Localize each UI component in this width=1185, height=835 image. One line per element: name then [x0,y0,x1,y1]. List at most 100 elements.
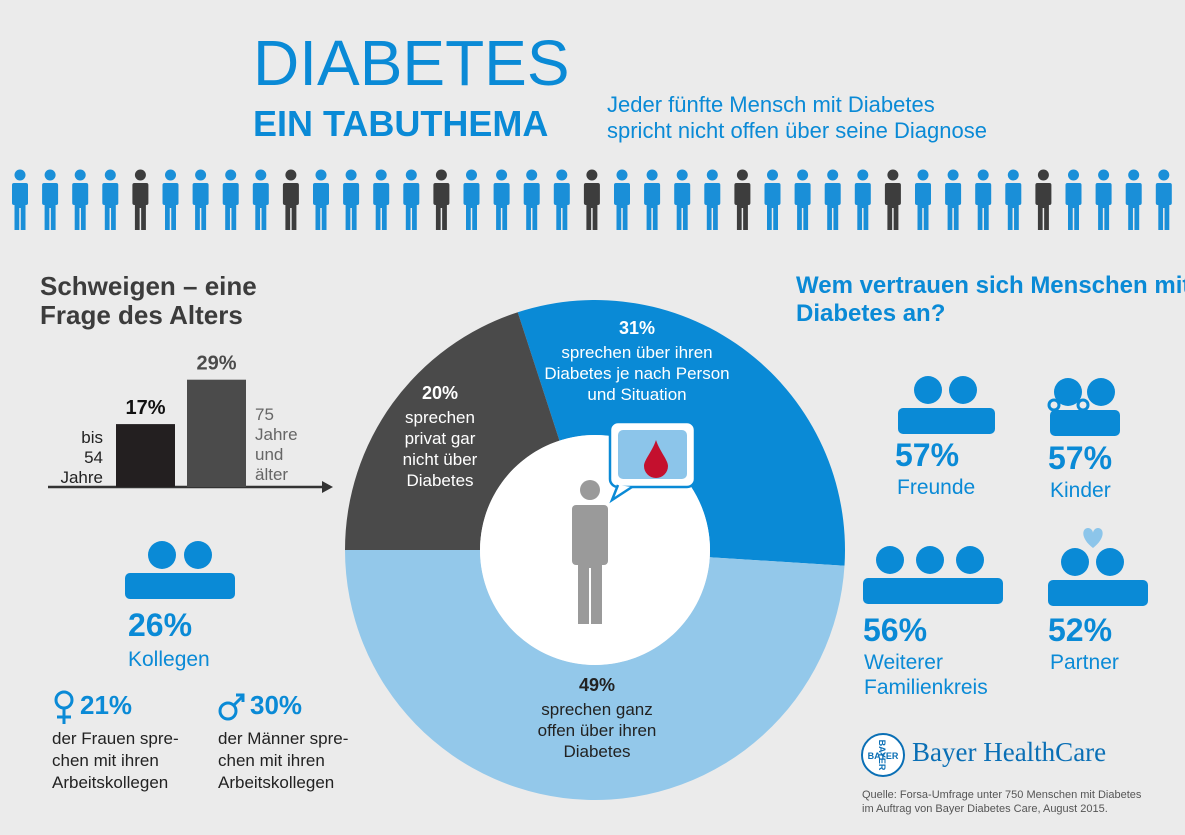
bar-value-label: 17% [125,397,165,419]
figure-body [945,183,962,205]
confidants-title: Wem vertrauen sich Menschen mit Diabetes… [796,272,1185,327]
figure-body [1125,183,1142,205]
figure-head [255,169,267,181]
figure-body [162,183,179,205]
confidant-label: Weiterer Familienkreis [864,651,988,699]
figure-body [192,183,209,205]
figure-head [225,169,237,181]
colleagues-value: 26% [128,607,193,643]
subtitle: EIN TABUTHEMA [253,103,549,144]
figure-head [315,169,327,181]
figure-body [282,183,299,205]
pigtail [1047,398,1061,412]
text-line: chen mit ihren [52,751,159,770]
logo-ring [861,733,905,777]
icon-body [898,408,995,434]
figure-body [915,183,931,205]
logo-mark: BAYER [868,751,899,761]
figure-body [1065,183,1082,205]
figure-body [975,183,992,205]
segment-label: sprechen privat gar nicht über Diabetes [402,408,478,490]
figure-body [674,183,691,205]
text-line: der Frauen spre- [52,729,179,748]
figure-body [794,183,811,205]
figure-body [583,183,600,205]
figure-body [343,183,360,205]
figure-head [435,169,447,181]
figure-body [824,183,841,205]
female-symbol [57,708,71,724]
bubble-tail [609,484,633,504]
figure-head [104,169,116,181]
confidant-value: 57% [1048,440,1113,476]
figure-body [614,183,630,205]
icon-head [914,376,942,404]
category-label: 75 Jahre und älter [255,405,298,484]
tagline-line: Jeder fünfte Mensch mit Diabetes [607,92,935,117]
figure-body [493,183,510,205]
figure-body [884,183,901,205]
segment-value-label: 31% [618,318,656,338]
icon-head [1087,378,1115,406]
figure-body [1035,183,1052,205]
figure-body [1155,183,1172,205]
icon-head [949,376,977,404]
icon-body [863,578,1003,604]
donut-segment [345,550,845,800]
icon-head [1061,548,1089,576]
figure-head [405,169,417,181]
icon-head [148,541,176,569]
figure-head [917,169,929,181]
figure-body [252,183,269,205]
figure-head [1007,169,1019,181]
figure-head [797,169,809,181]
figure-head [1158,169,1170,181]
figure-head [165,169,176,181]
figure-body [734,183,751,205]
bar [187,379,246,487]
female-symbol [54,690,74,710]
icon-head [876,546,904,574]
text-line: Arbeitskollegen [52,773,169,792]
figure-head [736,169,748,181]
figure-head [375,169,387,181]
figure-body [463,183,480,205]
segment-label: sprechen über ihren Diabetes je nach Per… [544,343,730,404]
text-line: Arbeitskollegen [218,773,335,792]
figure-head [646,169,658,181]
icon-head [1054,378,1082,406]
confidant-label: Kinder [1050,479,1111,502]
text-line: chen mit ihren [218,751,325,770]
figure-body [102,183,119,205]
figure-body [1005,183,1022,205]
icon-head [916,546,944,574]
women-text: der Frauen spre- chen mit ihren Arbeitsk… [52,728,179,794]
men-value: 30% [250,690,303,720]
figure-head [195,169,207,181]
figure-head [1128,169,1140,181]
source-line: Quelle: Forsa-Umfrage unter 750 Menschen… [862,789,1142,801]
figure-head [496,169,508,181]
figure-body [403,183,420,205]
figure-head [134,169,146,181]
confidant-value: 56% [863,612,928,648]
figure-head [74,169,86,181]
men-text: der Männer spre- chen mit ihren Arbeitsk… [218,728,348,794]
confidant-value: 52% [1048,612,1113,648]
tagline: Jeder fünfte Mensch mit Diabetes spricht… [607,92,987,144]
source: Quelle: Forsa-Umfrage unter 750 Menschen… [862,788,1141,816]
figure-body [1095,183,1112,205]
person-head [580,480,600,500]
figure-head [827,169,839,181]
tagline-line: spricht nicht offen über seine Diagnose [607,118,987,143]
icon-body [125,573,235,599]
icon-head [1096,548,1124,576]
figure-head [44,169,56,181]
figure-head [676,169,688,181]
figure-head [586,169,598,181]
women-value: 21% [80,690,133,720]
figure-head [857,169,869,181]
text-line: der Männer spre- [218,729,349,748]
